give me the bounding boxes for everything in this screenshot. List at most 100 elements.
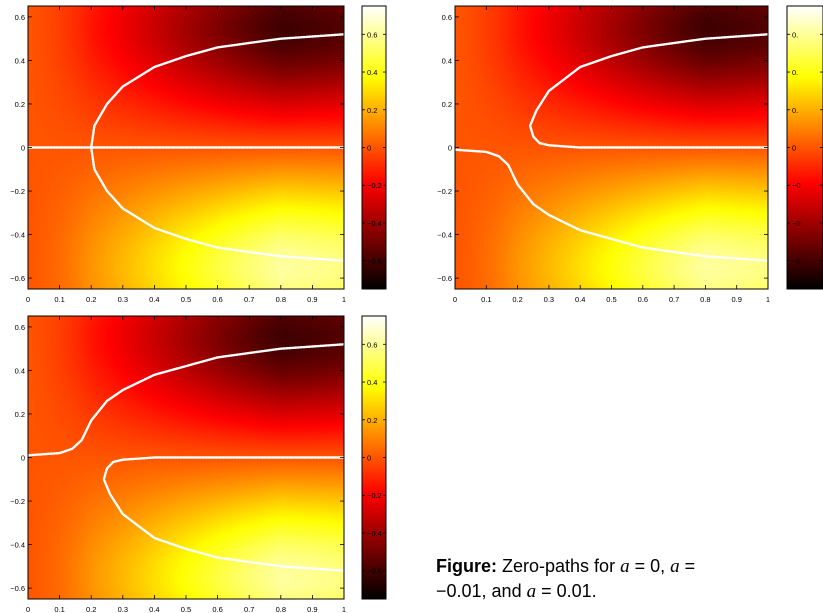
x-tick-label: 0.7 bbox=[244, 295, 254, 304]
zero-path bbox=[90, 146, 346, 262]
colorbar-tick-label: 0.2 bbox=[367, 416, 377, 425]
y-tick-label: 0.4 bbox=[442, 56, 452, 65]
colorbar-tick-label: −0.2 bbox=[367, 491, 382, 500]
x-tick-label: 0.6 bbox=[638, 295, 648, 304]
y-tick-label: 0.2 bbox=[15, 100, 25, 109]
y-tick-label: −0.6 bbox=[437, 274, 452, 283]
colorbar-bar bbox=[361, 315, 387, 600]
colorbar-tick-label: −0 bbox=[792, 181, 801, 190]
x-tick-label: 0.4 bbox=[149, 605, 159, 613]
y-tick-label: −0.4 bbox=[10, 231, 25, 240]
x-tick-label: 0.9 bbox=[307, 605, 317, 613]
colorbar-tick-label: 0 bbox=[367, 144, 371, 153]
x-tick-label: 0.9 bbox=[731, 295, 741, 304]
colorbar-tick-label: −0.4 bbox=[367, 529, 382, 538]
colorbar-tick-label: −0.2 bbox=[367, 181, 382, 190]
y-tick-label: −0.4 bbox=[437, 231, 452, 240]
colorbar: 0. 0. 0. 0 −0 −0 −0 bbox=[786, 5, 823, 290]
colorbar-tick-label: −0 bbox=[792, 219, 801, 228]
colorbar-tick-label: −0.6 bbox=[367, 567, 382, 576]
colorbar-tick-label: −0.4 bbox=[367, 219, 382, 228]
caption-text-1: Zero-paths for bbox=[502, 556, 616, 576]
x-tick-label: 0.3 bbox=[118, 295, 128, 304]
y-tick-label: 0.6 bbox=[15, 323, 25, 332]
zero-path bbox=[528, 33, 770, 149]
heatmap-panel-a-minus: 0 0.1 0.2 0.3 0.4 0.5 0.6 0.7 0.8 0.9 1 −0.6 −0.4 −0.… bbox=[437, 5, 823, 304]
colorbar-tick-label: 0.4 bbox=[367, 378, 377, 387]
colorbar: 0.6 0.4 0.2 0 −0.2 −0.4 −0.6 bbox=[361, 315, 387, 600]
y-tick-label: 0.2 bbox=[442, 100, 452, 109]
figure-caption: Figure: Zero-paths for a = 0, a = −0.01,… bbox=[436, 554, 823, 604]
y-tick-label: −0.6 bbox=[10, 584, 25, 593]
x-tick-label: 0.2 bbox=[86, 605, 96, 613]
colorbar-tick-label: 0. bbox=[792, 106, 798, 115]
zero-path bbox=[453, 148, 770, 262]
x-tick-label: 0.7 bbox=[669, 295, 679, 304]
heatmap-panel-a-zero: 0 0.1 0.2 0.3 0.4 0.5 0.6 0.7 0.8 0.9 1 −0.6 −0.4 −0.… bbox=[10, 5, 387, 304]
zero-path bbox=[90, 33, 346, 149]
zero-path bbox=[102, 456, 346, 572]
colorbar-bar bbox=[361, 5, 387, 290]
y-tick-label: 0.6 bbox=[442, 13, 452, 22]
x-tick-label: 0.6 bbox=[212, 295, 222, 304]
x-tick-label: 0.5 bbox=[606, 295, 616, 304]
y-tick-label: −0.2 bbox=[437, 187, 452, 196]
x-tick-label: 0.9 bbox=[307, 295, 317, 304]
y-tick-label: 0 bbox=[21, 454, 25, 463]
x-tick-label: 1 bbox=[766, 295, 770, 304]
x-tick-label: 0.7 bbox=[244, 605, 254, 613]
colorbar-tick-label: −0 bbox=[792, 257, 801, 266]
y-tick-label: 0 bbox=[448, 144, 452, 153]
y-tick-label: 0.4 bbox=[15, 366, 25, 375]
caption-eq-2: = bbox=[684, 556, 696, 576]
x-tick-label: 1 bbox=[342, 605, 346, 613]
y-tick-label: 0 bbox=[21, 144, 25, 153]
colorbar-tick-label: 0.6 bbox=[367, 30, 377, 39]
x-tick-label: 0.8 bbox=[276, 295, 286, 304]
x-tick-label: 0.6 bbox=[212, 605, 222, 613]
x-tick-label: 0.4 bbox=[149, 295, 159, 304]
colorbar-tick-label: 0. bbox=[792, 68, 798, 77]
x-tick-label: 1 bbox=[342, 295, 346, 304]
y-tick-label: −0.6 bbox=[10, 274, 25, 283]
caption-label: Figure: bbox=[436, 556, 497, 576]
caption-var-2: a bbox=[670, 556, 680, 577]
y-tick-label: 0.4 bbox=[15, 56, 25, 65]
x-tick-label: 0.8 bbox=[276, 605, 286, 613]
x-tick-label: 0.1 bbox=[54, 295, 64, 304]
x-tick-label: 0.8 bbox=[700, 295, 710, 304]
y-tick-label: 0.6 bbox=[15, 13, 25, 22]
x-tick-label: 0.2 bbox=[512, 295, 522, 304]
x-tick-label: 0.3 bbox=[544, 295, 554, 304]
x-tick-label: 0.4 bbox=[575, 295, 585, 304]
caption-eq-3: = 0.01. bbox=[541, 581, 597, 601]
x-tick-label: 0.1 bbox=[481, 295, 491, 304]
colorbar-tick-label: 0. bbox=[792, 30, 798, 39]
colorbar: 0.6 0.4 0.2 0 −0.2 −0.4 −0.6 bbox=[361, 5, 387, 290]
x-tick-label: 0.2 bbox=[86, 295, 96, 304]
y-tick-label: −0.2 bbox=[10, 187, 25, 196]
heatmap-panel-a-plus: 0 0.1 0.2 0.3 0.4 0.5 0.6 0.7 0.8 0.9 1 −0.6 −0.4 −0.… bbox=[10, 315, 387, 613]
caption-val-2: −0.01, and bbox=[436, 581, 522, 601]
x-tick-label: 0.5 bbox=[181, 605, 191, 613]
x-tick-label: 0.3 bbox=[118, 605, 128, 613]
colorbar-tick-label: 0 bbox=[792, 144, 796, 153]
caption-var-1: a bbox=[620, 556, 630, 577]
x-tick-label: 0.5 bbox=[181, 295, 191, 304]
colorbar-tick-label: 0.6 bbox=[367, 340, 377, 349]
y-tick-label: −0.4 bbox=[10, 541, 25, 550]
zero-path bbox=[26, 343, 346, 457]
caption-var-3: a bbox=[526, 581, 537, 602]
x-tick-label: 0 bbox=[453, 295, 457, 304]
colorbar-tick-label: 0 bbox=[367, 454, 371, 463]
x-tick-label: 0 bbox=[26, 295, 30, 304]
caption-eq-1: = 0, bbox=[634, 556, 666, 576]
colorbar-tick-label: 0.2 bbox=[367, 106, 377, 115]
x-tick-label: 0.1 bbox=[54, 605, 64, 613]
colorbar-tick-label: −0.6 bbox=[367, 257, 382, 266]
colorbar-tick-label: 0.4 bbox=[367, 68, 377, 77]
y-tick-label: 0.2 bbox=[15, 410, 25, 419]
y-tick-label: −0.2 bbox=[10, 497, 25, 506]
x-tick-label: 0 bbox=[26, 605, 30, 613]
